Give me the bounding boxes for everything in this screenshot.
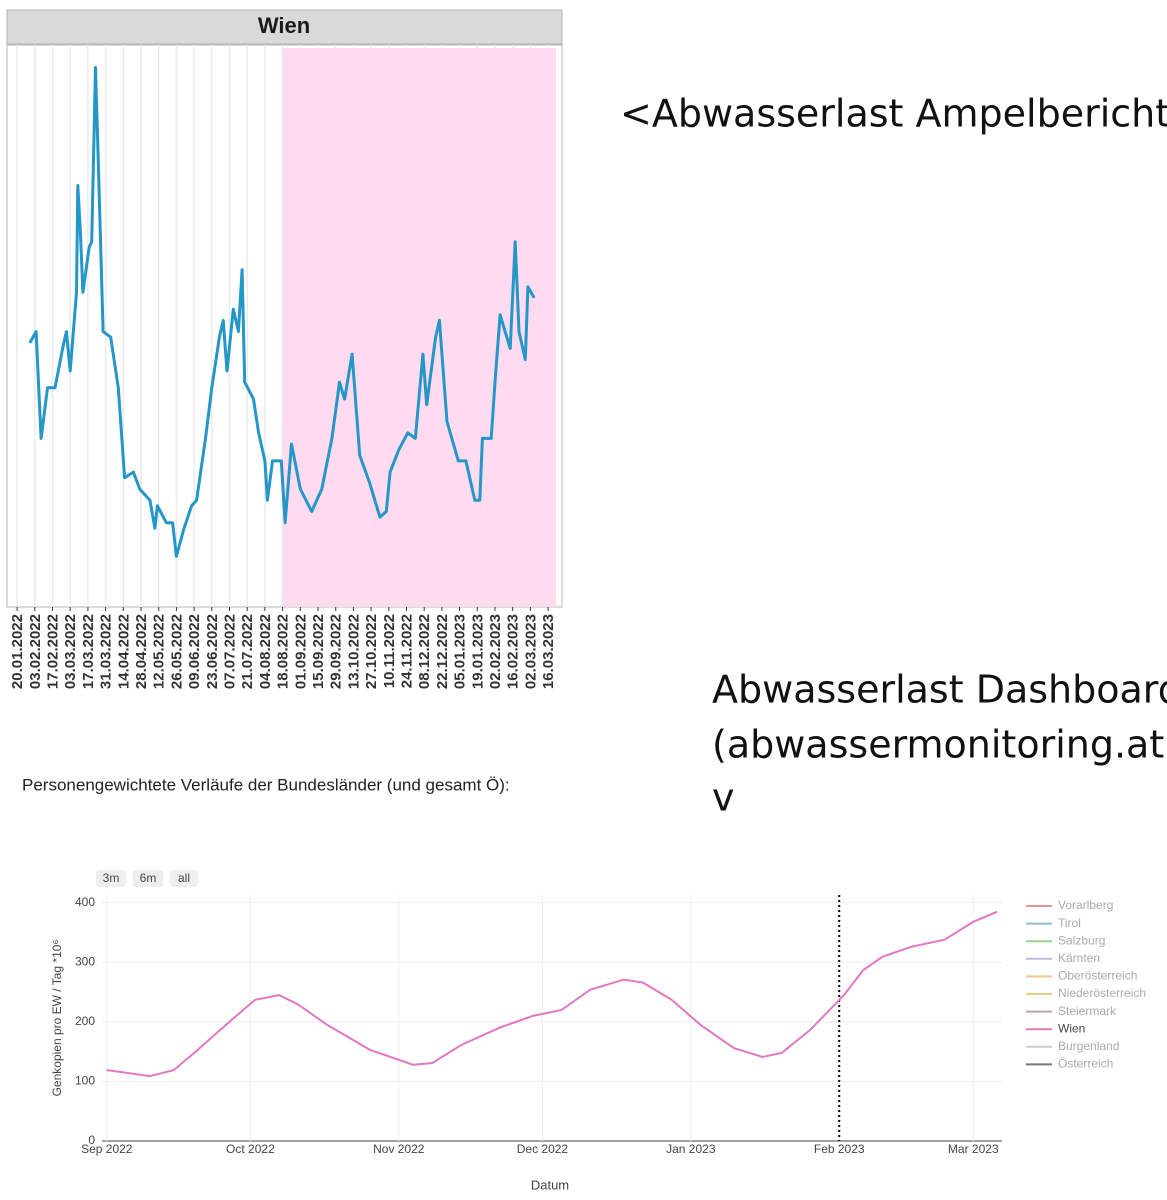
legend-label[interactable]: Steiermark: [1058, 1004, 1117, 1018]
x-tick-label: 19.01.2023: [469, 614, 486, 689]
x-tick-label: Dec 2022: [517, 1142, 569, 1156]
chart-2: 0 100 200 300 400 Sep 2022 Oct 2022 Nov 2022 Dec…: [75, 870, 1146, 1156]
x-axis-label: Datum: [531, 1177, 569, 1192]
range-button-label[interactable]: 3m: [103, 871, 120, 885]
legend-label[interactable]: Österreich: [1058, 1057, 1113, 1071]
legend-label[interactable]: Salzburg: [1058, 933, 1105, 947]
range-button[interactable]: [133, 870, 163, 887]
legend-label[interactable]: Tirol: [1058, 916, 1081, 930]
caption: (abwassermonitoring.at): [712, 723, 1167, 767]
x-tick-label: 08.12.2022: [416, 614, 433, 689]
x-tick-label: 22.12.2022: [434, 614, 451, 689]
x-tick-label: 13.10.2022: [345, 614, 362, 689]
line: [106, 910, 998, 1078]
highlight-band: [282, 48, 556, 607]
x-tick-label: 03.02.2022: [27, 614, 44, 689]
chart-1: 20.01.2022 03.02.2022 17.02.2022 03.03.2022…: [9, 45, 557, 689]
x-tick-label: Feb 2023: [814, 1142, 865, 1156]
x-tick-label: 16.03.2023: [540, 614, 557, 689]
x-tick-label: 16.02.2023: [505, 614, 522, 689]
legend-label[interactable]: Wien: [1058, 1021, 1085, 1035]
x-tick-label: 02.02.2023: [487, 614, 504, 689]
y-axis-label: Genkopien pro EW / Tag *10⁶: [50, 940, 64, 1097]
x-tick-label: 24.11.2022: [398, 614, 415, 688]
x-tick-label: 17.03.2022: [80, 614, 97, 689]
x-tick-label: 10.11.2022: [381, 614, 398, 688]
x-tick-label: Sep 2022: [81, 1142, 133, 1156]
x-tick-label: 15.09.2022: [310, 614, 327, 689]
range-button[interactable]: [170, 870, 198, 887]
caption: <Abwasserlast Ampelbericht: [620, 92, 1167, 136]
legend-label[interactable]: Oberösterreich: [1058, 969, 1137, 983]
y-tick-label: 0: [88, 1133, 95, 1147]
x-tick-label: Nov 2022: [373, 1142, 425, 1156]
x-tick-label: 04.08.2022: [257, 614, 274, 689]
y-tick-label: 100: [75, 1074, 95, 1088]
x-tick-label: Jan 2023: [666, 1142, 716, 1156]
range-button-label[interactable]: 6m: [140, 871, 157, 885]
x-tick-label: 28.04.2022: [133, 614, 150, 689]
x-tick-label: 14.04.2022: [115, 614, 132, 689]
legend-label[interactable]: Niederösterreich: [1058, 986, 1146, 1000]
x-tick-label: 23.06.2022: [204, 614, 221, 689]
x-tick-label: 03.03.2022: [62, 614, 79, 689]
x-tick-label: 21.07.2022: [239, 614, 256, 689]
facet-strip: [6, 9, 563, 45]
x-tick-label: 29.09.2022: [328, 614, 345, 689]
x-tick-label: Mar 2023: [948, 1142, 999, 1156]
x-tick-label: 12.05.2022: [151, 614, 168, 689]
x-tick-label: Oct 2022: [226, 1142, 275, 1156]
x-tick-label: 02.03.2023: [522, 614, 539, 689]
y-tick-label: 400: [75, 895, 95, 909]
x-tick-label: 20.01.2022: [9, 614, 26, 689]
chart-title: Wien: [258, 13, 310, 38]
x-tick-label: 09.06.2022: [186, 614, 203, 689]
range-button-label[interactable]: all: [178, 871, 190, 885]
section-title: Personengewichtete Verläufe der Bundeslä…: [22, 775, 510, 794]
x-tick-label: 07.07.2022: [221, 614, 238, 689]
x-tick-label: 31.03.2022: [98, 614, 115, 689]
x-tick-label: 17.02.2022: [44, 614, 61, 689]
x-tick-label: 18.08.2022: [275, 614, 292, 689]
x-tick-label: 27.10.2022: [363, 614, 380, 689]
y-tick-label: 200: [75, 1014, 95, 1028]
range-button[interactable]: [96, 870, 126, 887]
x-tick-label: 05.01.2023: [452, 614, 469, 689]
legend-label[interactable]: Burgenland: [1058, 1039, 1119, 1053]
x-tick-label: 01.09.2022: [292, 614, 309, 689]
caption: v: [712, 776, 735, 820]
y-tick-label: 300: [75, 954, 95, 968]
caption: Abwasserlast Dashboard: [712, 668, 1167, 712]
legend-label[interactable]: Kärnten: [1058, 951, 1100, 965]
line: [28, 66, 536, 558]
x-tick-label: 26.05.2022: [168, 614, 185, 689]
legend-label[interactable]: Vorarlberg: [1058, 898, 1113, 912]
